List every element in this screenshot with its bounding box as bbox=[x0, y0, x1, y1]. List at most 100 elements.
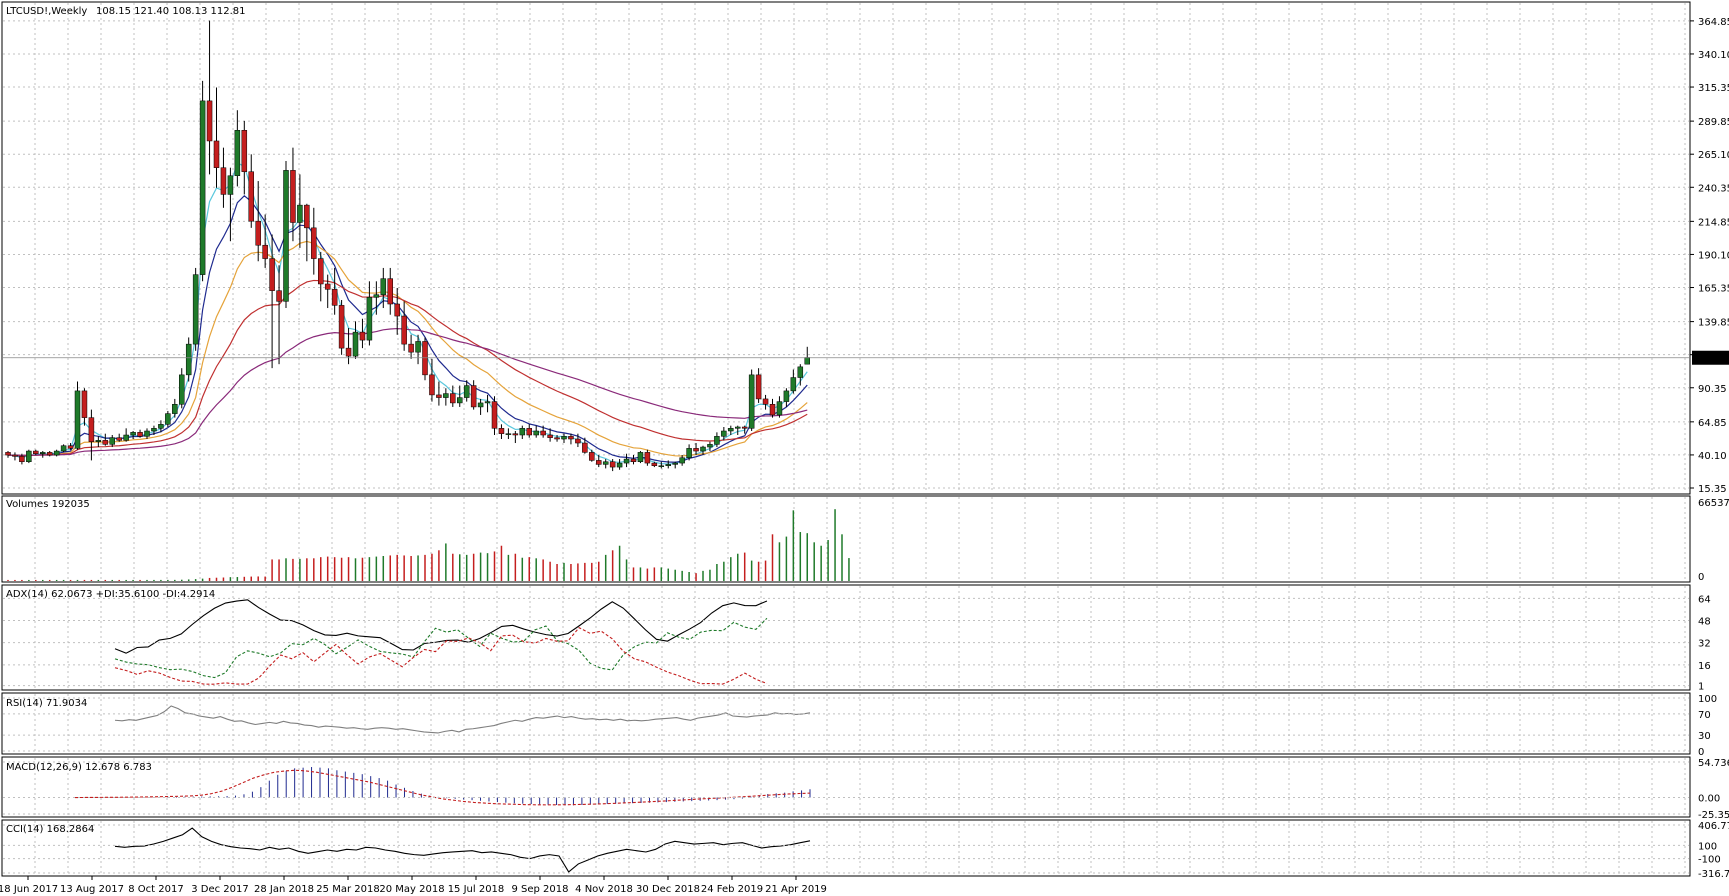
candle-body bbox=[276, 290, 282, 302]
plus-di-line bbox=[114, 617, 768, 679]
volume-pane[interactable]: 665378 0 bbox=[1, 495, 1729, 583]
candle-body bbox=[408, 343, 414, 353]
candle-body bbox=[387, 278, 393, 305]
cci-line bbox=[114, 827, 811, 873]
volume-title: Volumes 192035 bbox=[6, 499, 90, 510]
candle-body bbox=[575, 438, 581, 444]
macd-pane[interactable]: 54.736 0.00 -25.357 bbox=[1, 756, 1729, 821]
candle-body bbox=[512, 433, 519, 436]
candle-body bbox=[192, 274, 199, 345]
candle-body bbox=[582, 442, 588, 453]
x-tick-label: 24 Feb 2019 bbox=[701, 884, 763, 895]
candle-body bbox=[776, 401, 783, 416]
candle-body bbox=[33, 450, 39, 454]
candle-body bbox=[470, 385, 477, 408]
y-tick-label: 70 bbox=[1698, 710, 1711, 721]
moving-average-line bbox=[7, 327, 808, 456]
candle-body bbox=[311, 227, 317, 259]
y-tick-label: 64.85 bbox=[1698, 418, 1727, 429]
macd-signal-line bbox=[74, 769, 811, 806]
x-tick-label: 15 Jul 2018 bbox=[448, 884, 505, 895]
y-tick-label: 40.10 bbox=[1698, 451, 1727, 462]
pane-frame bbox=[1, 756, 1691, 818]
candle-body bbox=[477, 402, 484, 408]
candle-body bbox=[345, 347, 352, 357]
candle-body bbox=[297, 204, 303, 223]
y-tick-label: 265.10 bbox=[1698, 150, 1729, 161]
candle-body bbox=[568, 436, 574, 440]
adx-pane[interactable]: 64 48 32 16 1 bbox=[1, 584, 1711, 693]
candle-body bbox=[561, 436, 567, 440]
cci-pane[interactable]: 406.776 100 -100 -316.767 bbox=[1, 819, 1729, 880]
y-tick-label: 90.35 bbox=[1698, 384, 1727, 395]
candle-body bbox=[422, 341, 428, 376]
candle-body bbox=[429, 374, 435, 396]
y-tick-label: 100 bbox=[1698, 841, 1717, 852]
candle-body bbox=[172, 404, 178, 414]
candle-body bbox=[331, 289, 338, 306]
candle-body bbox=[707, 444, 713, 448]
moving-average-line bbox=[7, 279, 808, 457]
y-tick-label: 100 bbox=[1698, 694, 1717, 705]
candle-body bbox=[179, 374, 185, 405]
candle-body bbox=[304, 204, 310, 229]
y-tick-label: 16 bbox=[1698, 661, 1711, 672]
candle-body bbox=[714, 436, 720, 445]
candle-body bbox=[234, 130, 241, 176]
x-tick-label: 9 Sep 2018 bbox=[511, 884, 568, 895]
candle-body bbox=[630, 458, 637, 462]
candle-body bbox=[324, 283, 331, 290]
candle-body bbox=[741, 426, 748, 429]
x-tick-label: 4 Nov 2018 bbox=[575, 884, 633, 895]
candle-body bbox=[547, 434, 553, 438]
candle-body bbox=[693, 448, 699, 452]
candle-body bbox=[519, 428, 526, 436]
y-tick-label: 165.35 bbox=[1698, 284, 1729, 295]
candle-body bbox=[165, 413, 171, 425]
candle-body bbox=[366, 297, 373, 341]
candle-body bbox=[283, 170, 289, 302]
candle-body bbox=[12, 454, 18, 457]
candle-body bbox=[762, 398, 769, 405]
candle-body bbox=[484, 401, 491, 404]
candle-body bbox=[505, 433, 512, 435]
adx-line bbox=[114, 599, 768, 654]
candle-body bbox=[185, 343, 192, 376]
candle-body bbox=[616, 462, 623, 468]
x-tick-label: 3 Dec 2017 bbox=[191, 884, 249, 895]
y-tick-label: 0.00 bbox=[1698, 794, 1720, 805]
candle-body bbox=[783, 390, 790, 402]
candle-body bbox=[526, 428, 532, 436]
rsi-pane[interactable]: 100 70 30 0 bbox=[1, 692, 1717, 758]
candle-body bbox=[457, 397, 463, 404]
candle-body bbox=[672, 462, 678, 465]
pane-frame bbox=[1, 584, 1691, 691]
y-tick-label: 340.10 bbox=[1698, 50, 1729, 61]
candle-body bbox=[540, 430, 546, 436]
symbol-header: LTCUSD!,Weekly bbox=[6, 6, 87, 17]
candle-body bbox=[679, 457, 685, 464]
y-tick-label: 315.35 bbox=[1698, 83, 1729, 94]
candle-body bbox=[380, 278, 387, 295]
candle-body bbox=[596, 460, 602, 465]
price-pane[interactable]: 364.85 340.10 315.35 289.85 265.10 240.35 214.… bbox=[1, 1, 1729, 495]
candle-body bbox=[158, 424, 164, 429]
y-tick-label: 32 bbox=[1698, 639, 1711, 650]
candle-body bbox=[728, 428, 734, 432]
candle-body bbox=[40, 452, 46, 454]
candle-body bbox=[5, 452, 11, 456]
candle-body bbox=[401, 315, 407, 345]
macd-title: MACD(12,26,9) 12.678 6.783 bbox=[6, 762, 152, 773]
ohlc-header: 108.15 121.40 108.13 112.81 bbox=[96, 6, 246, 17]
candle-body bbox=[554, 437, 560, 440]
candle-body bbox=[721, 430, 727, 437]
candle-body bbox=[338, 305, 345, 349]
pane-frame bbox=[1, 819, 1691, 877]
x-tick-label: 25 Mar 2018 bbox=[316, 884, 379, 895]
candle-body bbox=[318, 258, 324, 285]
pane-frame bbox=[1, 1, 1691, 495]
y-tick-label: 0 bbox=[1698, 572, 1704, 583]
candle-body bbox=[748, 374, 755, 429]
candle-body bbox=[602, 461, 609, 465]
y-tick-label: 64 bbox=[1698, 594, 1711, 605]
